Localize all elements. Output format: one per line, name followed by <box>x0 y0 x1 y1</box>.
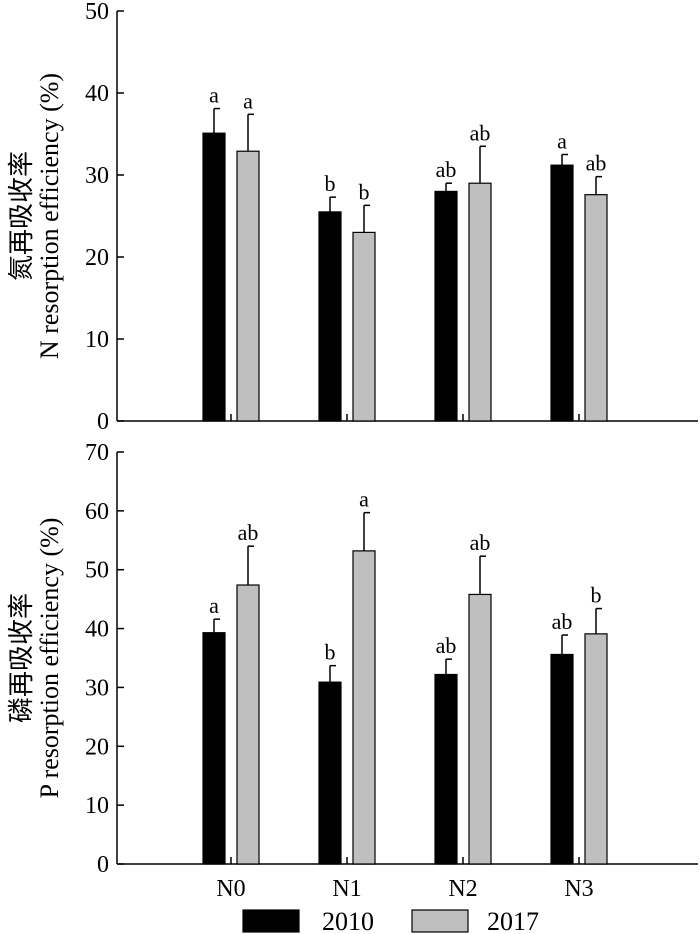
bar-2017-N2 <box>468 182 492 422</box>
significance-label: ab <box>436 633 457 658</box>
x-tick-label: N0 <box>216 876 245 902</box>
significance-label: ab <box>552 609 573 634</box>
x-tick-label: N1 <box>332 876 361 902</box>
y-tick-label: 50 <box>85 0 109 25</box>
y-tick-label: 20 <box>85 734 109 760</box>
y-axis-title: N resorption efficiency (%) <box>35 73 64 359</box>
significance-label: a <box>209 83 219 108</box>
legend-label-2010: 2010 <box>322 907 374 934</box>
y-tick-label: 0 <box>97 852 109 878</box>
y-tick-label: 20 <box>85 245 109 271</box>
significance-label: ab <box>238 520 259 545</box>
y-tick-label: 10 <box>85 793 109 819</box>
significance-label: a <box>557 129 567 154</box>
significance-label: b <box>325 171 336 196</box>
y-axis-title-cn: 氮再吸收率 <box>7 151 37 281</box>
significance-label: ab <box>470 120 491 145</box>
y-tick-label: 70 <box>85 440 109 466</box>
y-tick-label: 0 <box>97 409 109 435</box>
bar-2010-N1 <box>318 211 342 422</box>
significance-label: b <box>359 179 370 204</box>
legend: 2010 2017 <box>242 907 539 934</box>
bar-2010-N3 <box>550 653 574 865</box>
x-tick-label: N2 <box>448 876 477 902</box>
bar-2017-N1 <box>352 231 376 422</box>
y-tick-label: 10 <box>85 327 109 353</box>
bar-2017-N3 <box>584 633 608 865</box>
legend-label-2017: 2017 <box>487 907 539 934</box>
y-tick-label: 40 <box>85 81 109 107</box>
x-tick-label: N3 <box>564 876 593 902</box>
bar-2017-N0 <box>236 584 260 865</box>
bar-2010-N0 <box>202 632 226 865</box>
significance-label: ab <box>436 157 457 182</box>
bar-2010-N3 <box>550 164 574 422</box>
significance-label: ab <box>470 530 491 555</box>
significance-label: b <box>591 583 602 608</box>
y-tick-label: 40 <box>85 617 109 643</box>
significance-label: a <box>359 487 369 512</box>
bar-2010-N2 <box>434 190 458 422</box>
y-tick-label: 30 <box>85 163 109 189</box>
legend-swatch-2017 <box>411 909 469 933</box>
bar-2017-N0 <box>236 150 260 422</box>
y-tick-label: 60 <box>85 499 109 525</box>
bar-2017-N2 <box>468 593 492 865</box>
y-axis-title: P resorption efficiency (%) <box>35 518 64 799</box>
significance-label: b <box>325 640 336 665</box>
y-tick-label: 50 <box>85 558 109 584</box>
bar-2010-N1 <box>318 681 342 865</box>
bar-2017-N3 <box>584 194 608 422</box>
legend-swatch-2010 <box>242 909 300 933</box>
y-axis-title-cn: 磷再吸收率 <box>7 593 37 723</box>
bar-2010-N0 <box>202 132 226 422</box>
significance-label: ab <box>586 151 607 176</box>
bar-2017-N1 <box>352 550 376 865</box>
significance-label: a <box>209 593 219 618</box>
y-tick-label: 30 <box>85 675 109 701</box>
bar-2010-N2 <box>434 673 458 865</box>
significance-label: a <box>243 88 253 113</box>
